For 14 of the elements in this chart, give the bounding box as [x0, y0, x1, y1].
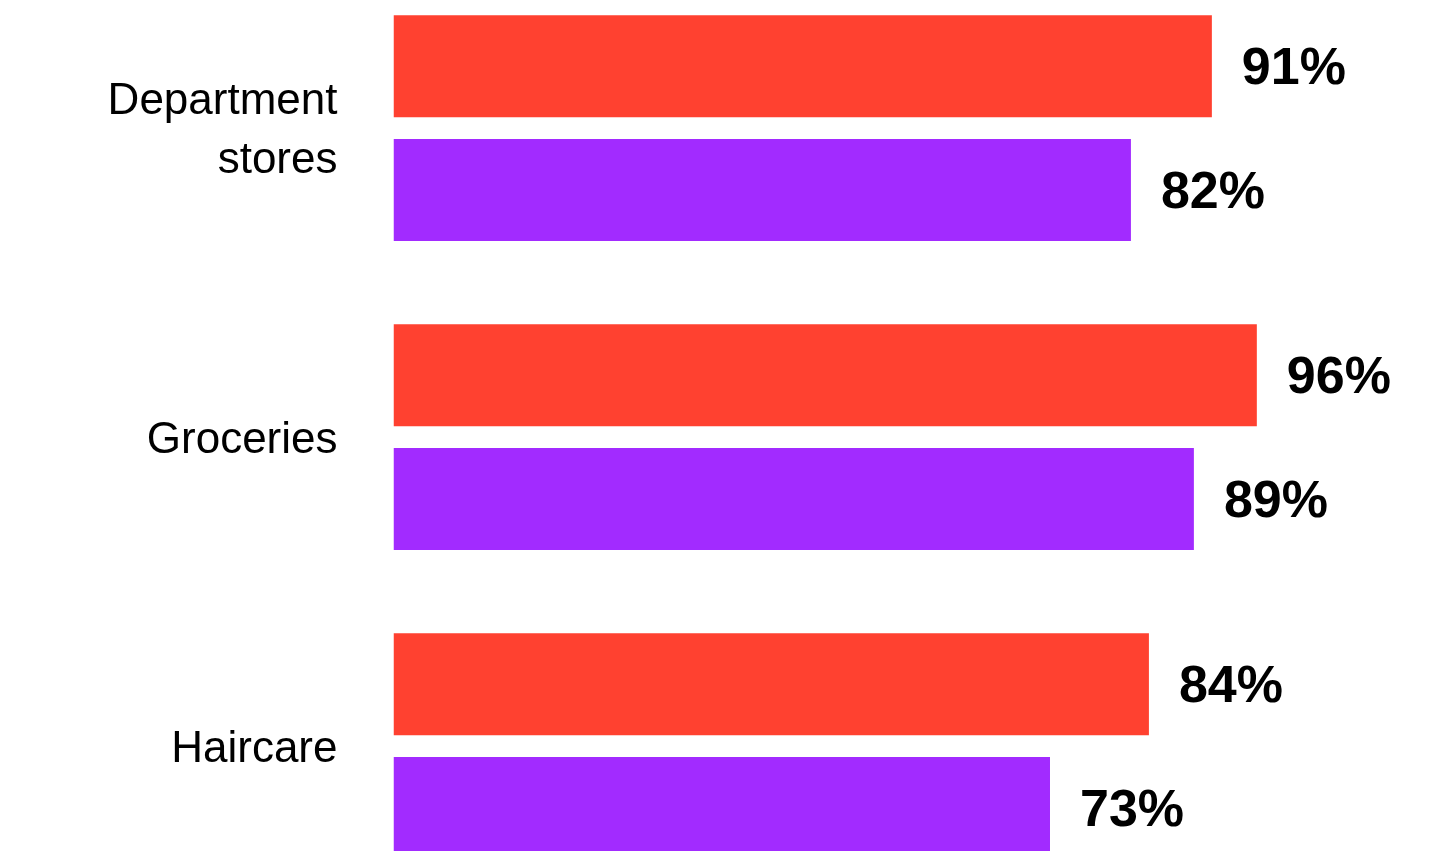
data-label: 84% — [1178, 655, 1283, 714]
bar — [393, 633, 1149, 736]
y-tick-label: Groceries — [146, 412, 338, 462]
bar — [393, 15, 1212, 118]
y-tick-label: Haircare — [171, 721, 338, 771]
bar — [393, 138, 1131, 241]
y-tick-label: Department stores — [107, 74, 338, 183]
data-label: 89% — [1223, 469, 1328, 528]
bar — [393, 447, 1194, 550]
data-label: 91% — [1241, 37, 1346, 96]
data-label: 82% — [1160, 160, 1266, 219]
data-label: 96% — [1286, 346, 1391, 405]
data-label: 73% — [1079, 778, 1185, 837]
bar — [393, 324, 1257, 427]
